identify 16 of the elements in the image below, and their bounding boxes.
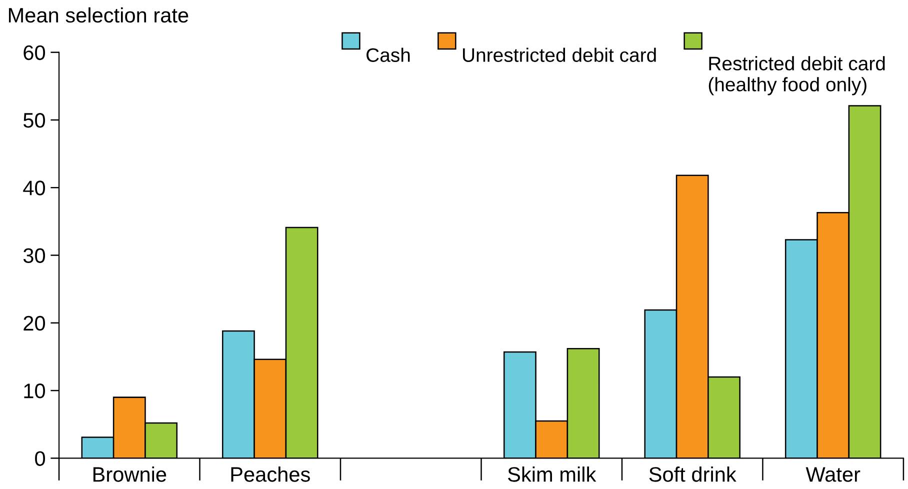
y-tick-label: 50 [23,112,46,128]
y-axis-title: Mean selection rate [8,7,188,23]
x-tick-label: Soft drink [649,466,736,482]
y-tick-label: 20 [24,316,46,331]
y-tick-label: 10 [24,384,46,398]
legend-label: Restricted debit card (healthy food only) [708,56,885,96]
legend-label: Unrestricted debit card [462,48,656,62]
y-tick-label: 40 [23,180,46,196]
x-tick-label: Brownie [93,466,166,482]
x-tick-label: Peaches [231,466,310,482]
x-tick-label: Skim milk [508,466,596,482]
legend-label: Cash [366,48,410,62]
y-tick-label: 30 [23,248,46,264]
x-tick-label: Water [806,467,860,482]
y-tick-label: 60 [24,45,46,60]
y-tick-label: 0 [35,451,46,466]
